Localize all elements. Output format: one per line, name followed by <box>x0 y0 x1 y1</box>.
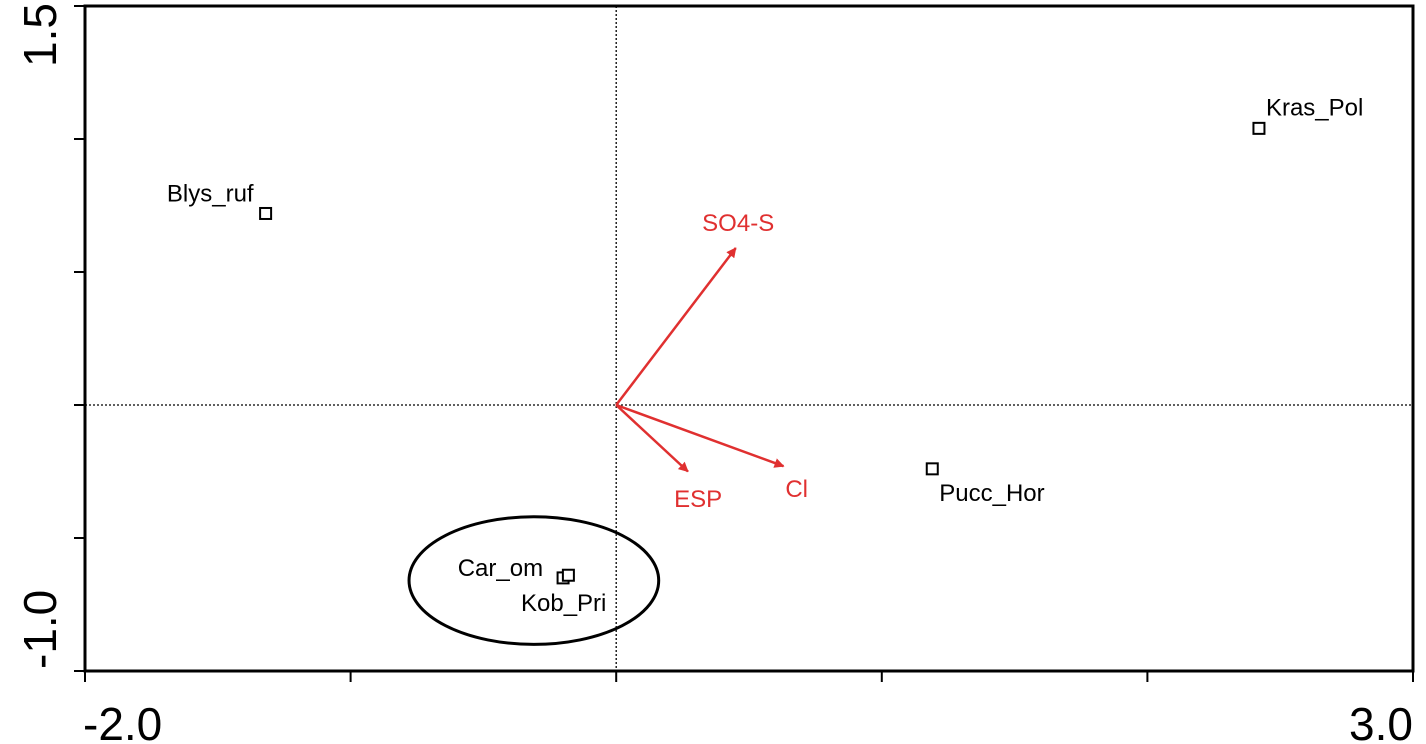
point-label: Kob_Pri <box>521 590 606 617</box>
point-label: Car_om <box>458 555 543 582</box>
vector-arrow-esp <box>615 404 689 473</box>
plot-frame <box>83 4 1415 673</box>
point-label: Kras_Pol <box>1266 94 1363 121</box>
y-axis-tick-label: -1.0 <box>14 590 66 669</box>
vector-label: Cl <box>785 476 808 503</box>
point-marker <box>561 568 575 582</box>
point-label: Pucc_Hor <box>939 480 1044 507</box>
point-marker <box>925 462 939 476</box>
x-axis-tick-label: -2.0 <box>83 698 162 744</box>
point-marker <box>1252 121 1266 135</box>
point-marker <box>259 206 273 220</box>
vector-arrow-so4-s <box>615 247 737 406</box>
x-axis-tick-label: 3.0 <box>1349 698 1413 744</box>
point-label: Blys_ruf <box>167 180 254 207</box>
vector-label: ESP <box>674 486 722 513</box>
vector-label: SO4-S <box>702 210 774 237</box>
y-axis-tick-label: 1.5 <box>14 3 66 67</box>
vector-arrow-cl <box>615 403 785 468</box>
group-ellipse <box>407 515 661 646</box>
